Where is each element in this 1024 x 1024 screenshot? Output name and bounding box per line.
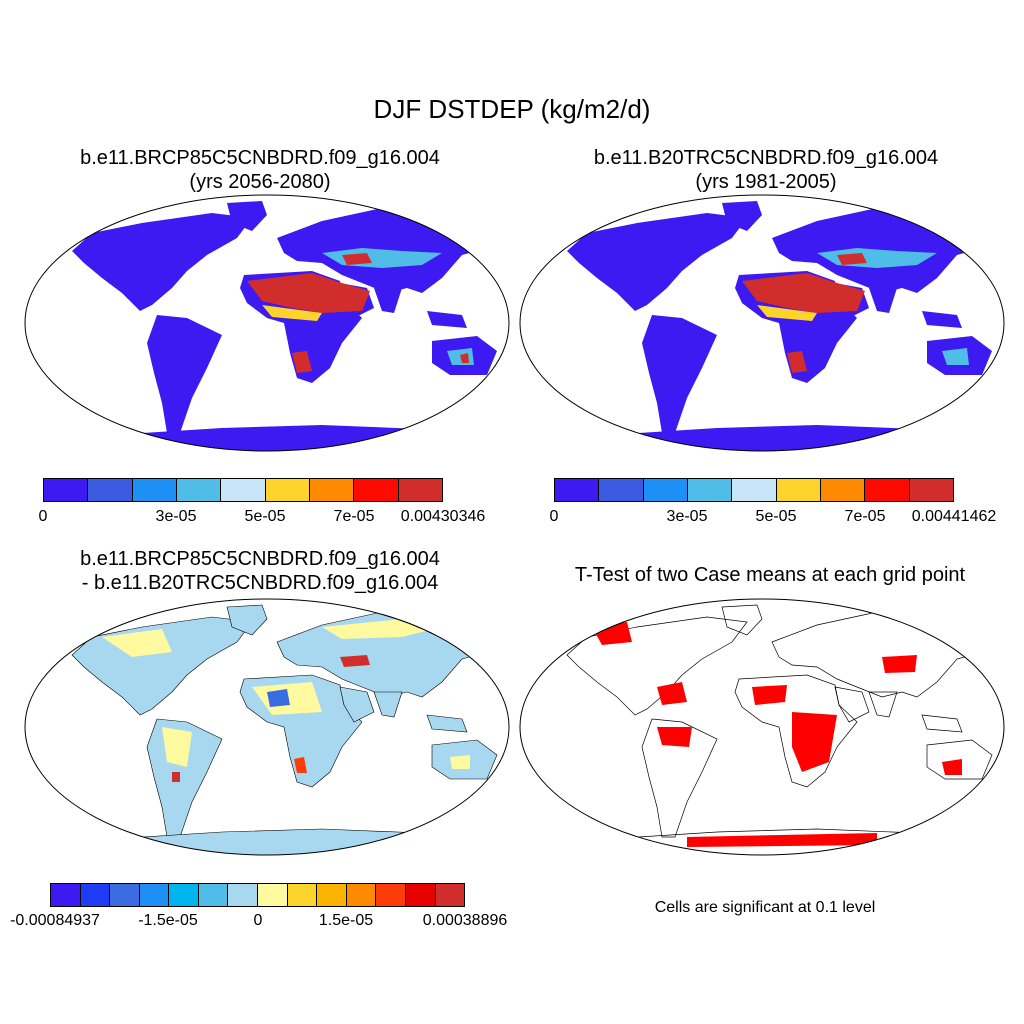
panel2-title-line2: (yrs 1981-2005) bbox=[695, 171, 837, 193]
colorbar-swatch bbox=[909, 479, 953, 501]
diff-canada-panel3 bbox=[102, 629, 172, 657]
dust-sahel-panel2 bbox=[757, 305, 817, 321]
colorbar-swatch bbox=[44, 479, 89, 501]
colorbar-swatch bbox=[376, 884, 406, 906]
map-panel4 bbox=[519, 598, 1005, 856]
diff-australia-panel3 bbox=[450, 755, 470, 769]
dust-kalahari-panel2 bbox=[787, 351, 807, 373]
dust-kalahari-panel1 bbox=[292, 351, 312, 373]
colorbar-swatch bbox=[555, 479, 600, 501]
panel1-title: b.e11.BRCP85C5CNBDRD.f09_g16.004 (yrs 20… bbox=[30, 146, 490, 194]
colorbar-panel3 bbox=[50, 883, 465, 907]
colorbar-swatch bbox=[405, 884, 436, 906]
signif-usa-panel4 bbox=[657, 682, 687, 705]
colorbar-swatch bbox=[820, 479, 866, 501]
colorbar-swatch bbox=[599, 479, 644, 501]
colorbar-swatch bbox=[346, 884, 377, 906]
map-border-panel2 bbox=[519, 194, 1005, 452]
signif-asia-panel4 bbox=[882, 655, 917, 673]
colorbar-swatch bbox=[265, 479, 310, 501]
dust-sahara-panel1 bbox=[247, 273, 370, 313]
panel3-title-line2: - b.e11.B20TRC5CNBDRD.f09_g16.004 bbox=[81, 572, 439, 594]
cb2-label-2: 5e-05 bbox=[755, 508, 797, 525]
colorbar-swatch bbox=[51, 884, 81, 906]
colorbar-swatch bbox=[776, 479, 821, 501]
dust-taklimakan-panel1 bbox=[342, 253, 372, 265]
map-panel1 bbox=[24, 194, 510, 452]
dust-sahel-panel1 bbox=[262, 305, 322, 321]
colorbar-swatch bbox=[169, 884, 199, 906]
panel4-title-line1: T-Test of two Case means at each grid po… bbox=[574, 564, 966, 586]
diff-kalahari-panel3 bbox=[294, 757, 307, 773]
cb3-label-0: -0.00084937 bbox=[10, 912, 100, 929]
panel2-title-line1: b.e11.B20TRC5CNBDRD.f09_g16.004 bbox=[593, 147, 939, 169]
panel1-title-line1: b.e11.BRCP85C5CNBDRD.f09_g16.004 bbox=[80, 147, 440, 169]
dust-australia-panel2 bbox=[942, 348, 969, 365]
panel2-title: b.e11.B20TRC5CNBDRD.f09_g16.004 (yrs 198… bbox=[536, 146, 996, 194]
panel1-title-line2: (yrs 2056-2080) bbox=[189, 171, 331, 193]
diff-andes-panel3 bbox=[172, 772, 180, 782]
significance-note: Cells are significant at 0.1 level bbox=[654, 899, 876, 916]
panel4-title: T-Test of two Case means at each grid po… bbox=[520, 563, 1020, 587]
colorbar-swatch bbox=[228, 884, 259, 906]
figure-title: DJF DSTDEP (kg/m2/d) bbox=[373, 94, 651, 124]
dust-australia-core-panel1 bbox=[460, 353, 469, 363]
colorbar-swatch bbox=[258, 884, 288, 906]
cb1-label-4: 0.00430346 bbox=[400, 508, 486, 525]
cb2-label-3: 7e-05 bbox=[844, 508, 886, 525]
panel3-title: b.e11.BRCP85C5CNBDRD.f09_g16.004 - b.e11… bbox=[30, 547, 490, 595]
colorbar-swatch bbox=[176, 479, 222, 501]
cb3-label-3: 1.5e-05 bbox=[318, 912, 374, 929]
dust-sahara-panel2 bbox=[742, 273, 865, 313]
signif-antarctica-panel4 bbox=[687, 833, 877, 847]
colorbar-swatch bbox=[88, 479, 133, 501]
signif-sahara-panel4 bbox=[752, 685, 787, 705]
diff-amazon-panel3 bbox=[162, 727, 192, 767]
colorbar-swatch bbox=[110, 884, 140, 906]
signif-australia-panel4 bbox=[942, 759, 962, 775]
map-border-panel3 bbox=[24, 598, 510, 856]
cb1-label-3: 7e-05 bbox=[333, 508, 375, 525]
cb3-label-2: 0 bbox=[253, 912, 263, 929]
signif-amazon-panel4 bbox=[657, 727, 692, 747]
map-panel2 bbox=[519, 194, 1005, 452]
map-panel3 bbox=[24, 598, 510, 856]
signif-central-africa-panel4 bbox=[792, 712, 837, 772]
colorbar-panel2 bbox=[554, 478, 954, 502]
map-border-panel1 bbox=[24, 194, 510, 452]
colorbar-swatch bbox=[132, 479, 177, 501]
colorbar-panel1 bbox=[43, 478, 443, 502]
colorbar-swatch bbox=[687, 479, 733, 501]
cb1-label-1: 3e-05 bbox=[155, 508, 197, 525]
cb3-label-4: 0.00038896 bbox=[422, 912, 508, 929]
panel3-title-line1: b.e11.BRCP85C5CNBDRD.f09_g16.004 bbox=[80, 548, 440, 570]
colorbar-swatch bbox=[317, 884, 347, 906]
colorbar-swatch bbox=[139, 884, 170, 906]
colorbar-swatch bbox=[435, 884, 465, 906]
colorbar-swatch bbox=[287, 884, 318, 906]
colorbar-swatch bbox=[221, 479, 266, 501]
cb1-label-0: 0 bbox=[38, 508, 48, 525]
colorbar-swatch bbox=[732, 479, 777, 501]
colorbar-swatch bbox=[80, 884, 111, 906]
map-border-panel4 bbox=[519, 598, 1005, 856]
diff-asia-pos-panel3 bbox=[340, 655, 370, 667]
signif-canada-panel4 bbox=[592, 622, 632, 645]
colorbar-swatch bbox=[398, 479, 442, 501]
colorbar-swatch bbox=[354, 479, 399, 501]
cb2-label-0: 0 bbox=[549, 508, 559, 525]
cb1-label-2: 5e-05 bbox=[244, 508, 286, 525]
colorbar-swatch bbox=[309, 479, 355, 501]
colorbar-swatch bbox=[865, 479, 910, 501]
colorbar-swatch bbox=[198, 884, 229, 906]
diff-sahara-neg-panel3 bbox=[267, 689, 290, 707]
cb2-label-1: 3e-05 bbox=[666, 508, 708, 525]
cb2-label-4: 0.00441462 bbox=[911, 508, 997, 525]
colorbar-swatch bbox=[643, 479, 688, 501]
cb3-label-1: -1.5e-05 bbox=[138, 912, 198, 929]
dust-taklimakan-panel2 bbox=[837, 253, 867, 265]
